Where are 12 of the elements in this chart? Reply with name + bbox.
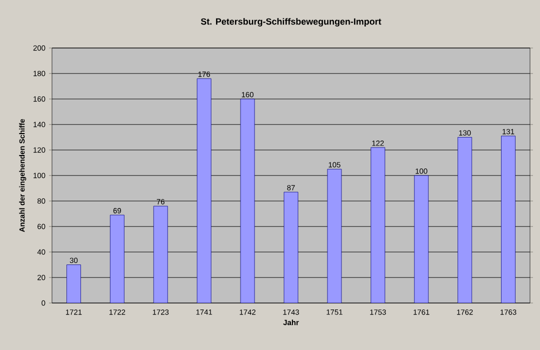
bar [327, 168, 342, 303]
bar [110, 214, 124, 303]
bar [196, 78, 212, 303]
bar [66, 264, 81, 303]
bar [240, 98, 255, 303]
chart-title: St. Petersburg-Schiffsbewegungen-Import [200, 18, 382, 27]
bar [153, 206, 168, 303]
bar [501, 136, 516, 303]
bar [458, 137, 472, 303]
bar [414, 175, 429, 303]
bar [284, 192, 298, 303]
bar [370, 147, 386, 303]
